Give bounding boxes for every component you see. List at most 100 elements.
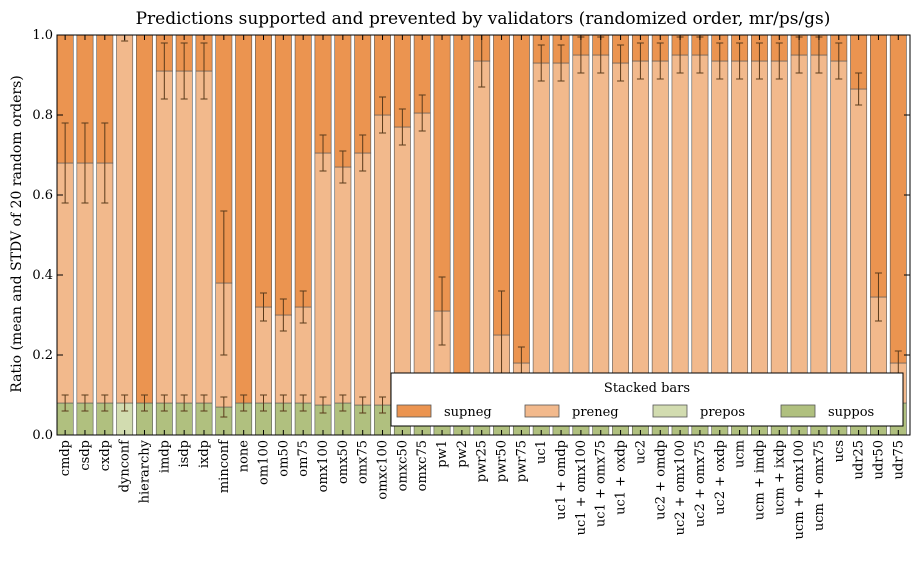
error-bar-preneg: [299, 290, 307, 324]
error-bar-preneg: [716, 42, 724, 80]
error-bar-suppos: [359, 396, 367, 414]
error-bar-preneg: [81, 122, 89, 204]
legend-label-prepos: prepos: [700, 405, 745, 420]
y-tick-label: 0.0: [32, 428, 53, 443]
bar-segment-supneg: [493, 34, 510, 336]
x-tick-label: pw1: [435, 440, 450, 468]
error-bar-suppos: [379, 396, 387, 414]
error-bar-preneg: [160, 42, 168, 100]
bar-segment-preneg: [810, 54, 828, 404]
bar-segment-preneg: [671, 54, 689, 404]
chart-title: Predictions supported and prevented by v…: [136, 9, 831, 29]
bar-segment-preneg: [790, 54, 808, 404]
x-tick-label: uc1 + oxdp: [614, 440, 629, 515]
error-bar-preneg: [279, 298, 287, 332]
bar-segment-preneg: [651, 60, 669, 404]
error-bar-suppos: [299, 394, 307, 412]
x-tick-label: pwr50: [495, 440, 510, 482]
bar-segment-preneg: [532, 62, 550, 404]
bar-segment-preneg: [155, 70, 173, 404]
error-bar-prepos: [121, 394, 129, 412]
y-tick-label: 0.6: [32, 188, 53, 203]
x-tick-label: uc2 + oxdp: [713, 440, 728, 515]
legend-swatch-supneg: [396, 404, 432, 418]
x-tick-label: hierarchy: [137, 439, 152, 503]
y-axis-label: Ratio (mean and STDV of 20 random orders…: [9, 75, 25, 392]
x-tick-label: om50: [276, 440, 291, 477]
legend-swatch-prepos: [652, 404, 688, 418]
error-bar-preneg: [220, 210, 228, 356]
x-tick-label: om75: [296, 440, 311, 477]
legend-items: supneg preneg prepos suppos: [396, 404, 874, 420]
error-bar-suppos: [220, 396, 228, 418]
y-tick-label: 0.4: [32, 268, 53, 283]
bar-segment-supneg: [334, 34, 352, 168]
bar-segment-preneg: [473, 60, 491, 404]
bar-segment-preneg: [393, 126, 411, 404]
error-bar-preneg: [319, 134, 327, 172]
bar-segment-supneg: [294, 34, 312, 308]
error-bar-preneg: [260, 292, 268, 322]
legend-box: [390, 372, 904, 427]
bar-segment-preneg: [691, 54, 709, 404]
error-bar-preneg: [775, 42, 783, 80]
bar-segment-preneg: [731, 60, 749, 404]
bar-segment-supneg: [889, 34, 907, 364]
error-bar-preneg: [617, 44, 625, 82]
legend: Stacked bars supneg preneg prepos suppos: [390, 372, 904, 427]
error-bar-preneg: [557, 44, 565, 82]
bar-segment-preneg: [631, 60, 649, 404]
error-bar-preneg: [736, 42, 744, 80]
error-bar-suppos: [319, 396, 327, 414]
bar-segment-supneg: [274, 34, 292, 316]
x-tick-label: omx100: [316, 440, 331, 492]
error-bar-preneg: [359, 134, 367, 172]
x-tick-label: ucm + omx75: [812, 440, 827, 531]
x-tick-label: ucm + imdp: [752, 440, 767, 520]
error-bar-preneg: [835, 42, 843, 80]
error-bar-preneg: [537, 44, 545, 82]
bar-segment-preneg: [334, 166, 352, 404]
error-bar-suppos: [200, 394, 208, 412]
bar-segment-supneg: [255, 34, 272, 308]
x-tick-label: uc2: [633, 440, 648, 464]
axis-ticks: cmdp csdp cxdp dynconf hierarchy imdp isdp ixdp…: [32, 28, 910, 539]
error-bar-suppos: [101, 394, 109, 412]
x-tick-label: cmdp: [58, 440, 73, 476]
bar-segment-preneg: [116, 34, 134, 404]
bar-segment-preneg: [770, 60, 788, 404]
bar-segment-supneg: [870, 34, 887, 298]
x-tick-label: om100: [257, 440, 272, 485]
x-tick-label: pwr25: [475, 440, 490, 482]
bar-segment-preneg: [314, 152, 332, 406]
x-tick-label: imdp: [157, 440, 172, 473]
y-tick-label: 1.0: [32, 28, 53, 43]
x-tick-label: cxdp: [98, 440, 113, 471]
x-tick-label: udr25: [852, 440, 867, 479]
error-bar-preneg: [200, 42, 208, 100]
bar-segment-preneg: [175, 70, 193, 404]
bar-segment-preneg: [592, 54, 610, 404]
error-bar-preneg: [656, 42, 664, 80]
bar-segment-preneg: [850, 88, 868, 404]
error-bar-preneg: [398, 108, 406, 146]
error-bar-preneg: [418, 94, 426, 132]
bar-segment-preneg: [830, 60, 848, 404]
legend-label-supneg: supneg: [444, 405, 492, 420]
x-tick-label: omxc100: [376, 440, 391, 500]
bar-segment-preneg: [612, 62, 630, 404]
error-bar-preneg: [61, 122, 69, 204]
x-tick-label: omxc75: [415, 440, 430, 491]
y-tick-label: 0.8: [32, 108, 53, 123]
x-tick-label: uc1 + omx100: [574, 440, 589, 535]
x-tick-label: uc2 + omx75: [693, 440, 708, 527]
error-bar-preneg: [101, 122, 109, 204]
x-tick-label: uc1: [534, 440, 549, 464]
bar-segment-preneg: [552, 62, 570, 404]
x-tick-label: ucs: [832, 440, 847, 462]
bar-segment-supneg: [433, 34, 451, 312]
x-tick-label: udr75: [891, 440, 906, 479]
error-bar-preneg: [438, 276, 446, 346]
bar-segment-supneg: [136, 34, 153, 404]
